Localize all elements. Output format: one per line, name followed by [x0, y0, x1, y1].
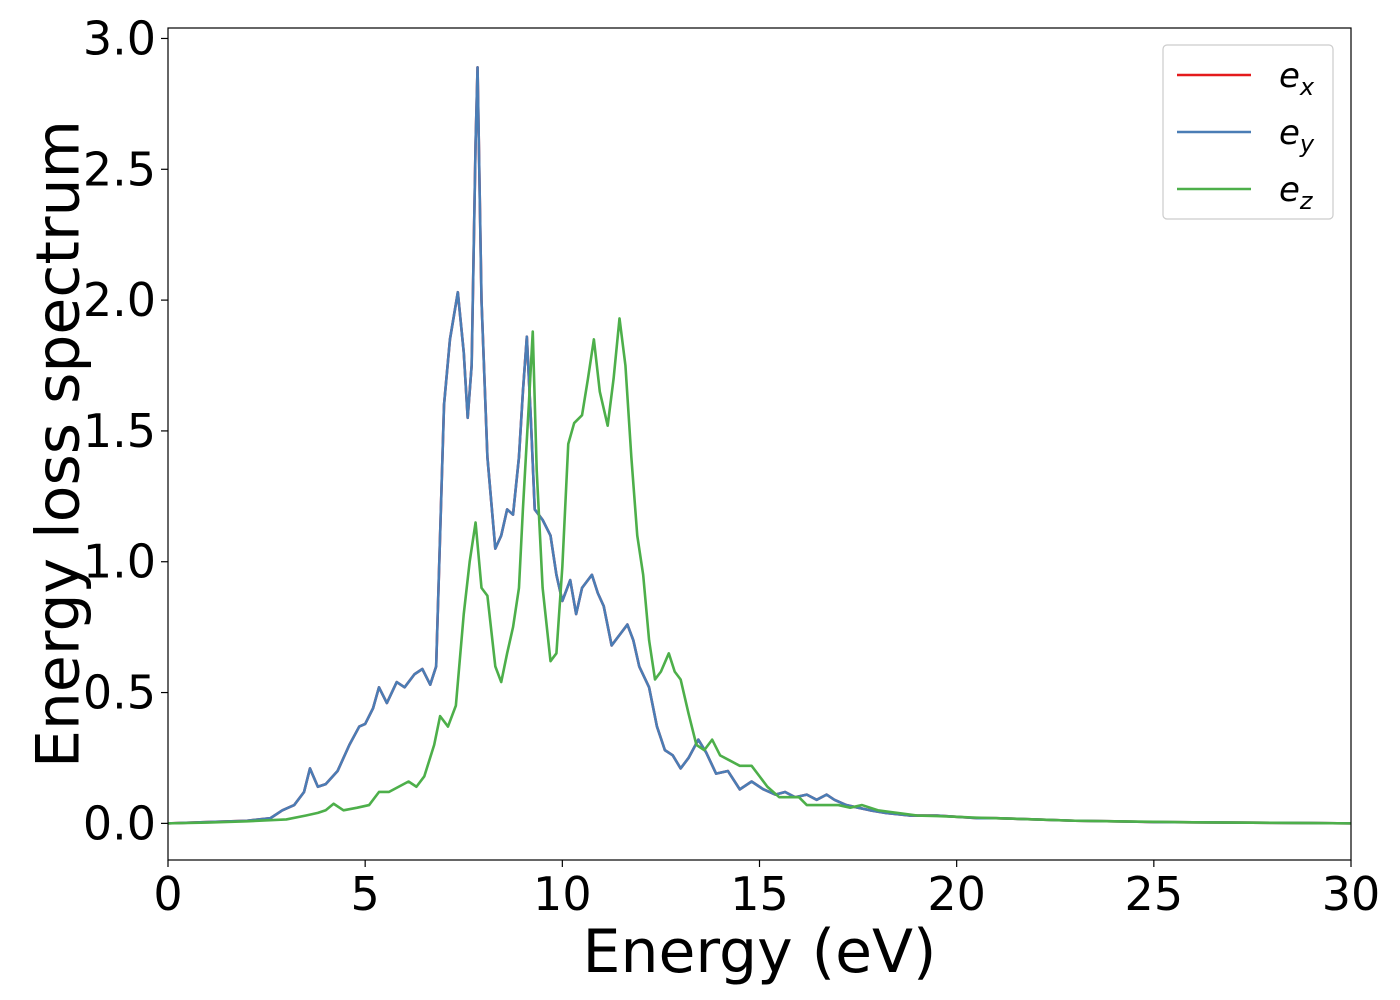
- legend-label-subscript: x: [1299, 73, 1315, 101]
- x-axis-ticks: 0 5 10 15 20 25 30: [153, 860, 1380, 921]
- y-tick-label: 2.5: [83, 142, 156, 196]
- x-tick-label: 0: [153, 867, 182, 921]
- x-axis-label: Energy (eV): [583, 917, 937, 987]
- x-tick-label: 5: [351, 867, 380, 921]
- legend-label-ez: ez: [1279, 170, 1314, 215]
- legend-label-subscript: y: [1299, 130, 1315, 158]
- series-line-ey: [168, 65, 1351, 825]
- x-tick-label: 20: [927, 867, 986, 921]
- series-line-ez: [168, 317, 1351, 825]
- x-tick-label: 30: [1322, 867, 1381, 921]
- legend-label-base: e: [1279, 170, 1300, 210]
- y-tick-label: 3.0: [83, 11, 156, 65]
- y-tick-label: 0.0: [83, 796, 156, 850]
- x-tick-label: 10: [533, 867, 592, 921]
- y-tick-label: 0.5: [83, 666, 156, 720]
- y-tick-label: 1.5: [83, 404, 156, 458]
- y-axis-label: Energy loss spectrum: [24, 120, 94, 768]
- y-axis-ticks: 0.0 0.5 1.0 1.5 2.0 2.5 3.0: [83, 11, 168, 850]
- legend-label-base: e: [1279, 113, 1300, 153]
- legend-label-subscript: z: [1299, 187, 1314, 215]
- y-tick-label: 1.0: [83, 535, 156, 589]
- legend-label-ex: ex: [1279, 56, 1315, 101]
- x-tick-label: 15: [730, 867, 789, 921]
- legend-label-ey: ey: [1279, 113, 1315, 158]
- y-tick-label: 2.0: [83, 273, 156, 327]
- legend-label-base: e: [1279, 56, 1300, 96]
- series-layer: [168, 65, 1351, 825]
- x-tick-label: 25: [1125, 867, 1184, 921]
